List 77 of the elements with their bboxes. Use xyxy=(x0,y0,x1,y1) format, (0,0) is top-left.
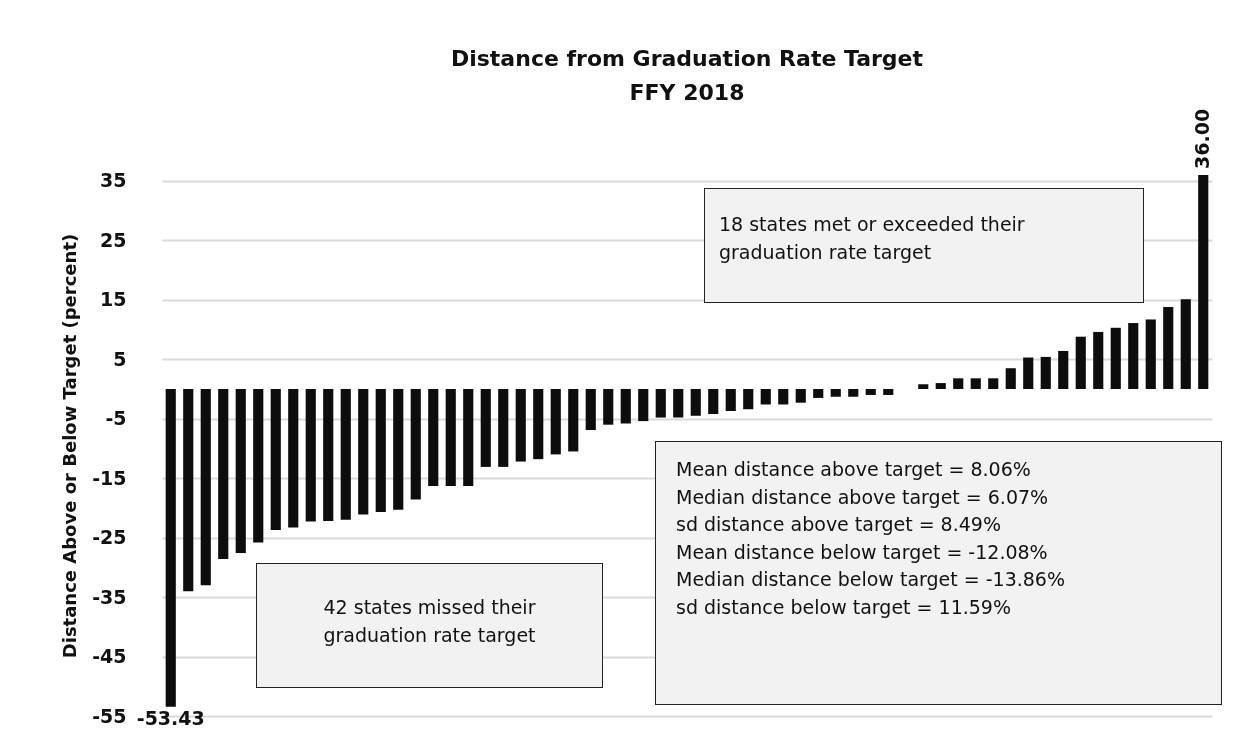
bar xyxy=(970,378,981,390)
text-box: Mean distance above target = 8.06% Median distance above target = 6.07% sd distance above target = 8.49% Mean distance below target = -12.08% Median distance below target = -13.86% sd distance below target = 11.59% xyxy=(655,441,1222,705)
bar xyxy=(795,389,806,403)
text-box: 18 states met or exceeded their graduation rate target xyxy=(704,188,1144,303)
bar xyxy=(865,389,876,395)
bar xyxy=(270,389,281,530)
y-tick-label: -25 xyxy=(92,526,127,549)
bar xyxy=(410,389,421,500)
y-tick-label: 35 xyxy=(100,169,127,192)
bar xyxy=(463,389,474,486)
bar xyxy=(1023,357,1034,390)
y-tick-label: -5 xyxy=(105,407,127,430)
y-axis-title: Distance Above or Below Target (percent) xyxy=(59,233,81,659)
bar xyxy=(305,389,316,522)
text-box: 42 states missed their graduation rate target xyxy=(256,563,603,688)
bar xyxy=(918,384,929,390)
bar xyxy=(830,389,841,397)
bar xyxy=(165,389,176,707)
bar xyxy=(655,389,666,418)
bar xyxy=(358,389,369,515)
bar xyxy=(778,389,789,405)
bar xyxy=(883,389,894,395)
y-tick-label: -45 xyxy=(92,645,127,668)
bar xyxy=(183,389,194,592)
bar xyxy=(673,389,684,418)
bar xyxy=(988,378,999,390)
chart-subtitle: FFY 2018 xyxy=(629,79,745,105)
bar xyxy=(708,389,719,414)
bar xyxy=(428,389,439,486)
bar xyxy=(848,389,859,397)
bar xyxy=(603,389,614,425)
data-label: -53.43 xyxy=(136,706,205,729)
bar xyxy=(743,389,754,410)
y-tick-label: 25 xyxy=(100,228,127,251)
bar xyxy=(340,389,351,520)
bar xyxy=(498,389,509,467)
bar xyxy=(200,389,211,586)
bar xyxy=(533,389,544,460)
bar xyxy=(1180,299,1191,390)
bar xyxy=(1163,306,1174,390)
bar xyxy=(585,389,596,431)
bar xyxy=(568,389,579,452)
bar xyxy=(935,383,946,390)
bar xyxy=(953,378,964,390)
y-tick-label: -55 xyxy=(92,704,127,727)
bar xyxy=(288,389,299,528)
bar xyxy=(1145,319,1156,390)
bar xyxy=(620,389,631,424)
y-tick-label: 5 xyxy=(113,347,127,370)
bar xyxy=(1075,336,1086,390)
bar xyxy=(725,389,736,412)
y-tick-label: -35 xyxy=(92,585,127,608)
bar xyxy=(1040,356,1051,390)
y-tick-label: 15 xyxy=(100,288,127,311)
bar xyxy=(393,389,404,510)
bar xyxy=(690,389,701,416)
y-tick-label: -15 xyxy=(92,466,127,489)
bar xyxy=(1128,323,1139,390)
bar xyxy=(1093,331,1104,390)
chart-title: Distance from Graduation Rate Target xyxy=(450,45,924,71)
bar xyxy=(235,389,246,554)
bar xyxy=(218,389,229,560)
bar xyxy=(1198,175,1209,390)
bar xyxy=(550,389,561,455)
bar xyxy=(1110,327,1121,390)
bar xyxy=(1058,350,1069,390)
bar xyxy=(323,389,334,521)
data-label: 36.00 xyxy=(1191,108,1214,169)
bar xyxy=(813,389,824,398)
bar xyxy=(1005,368,1016,390)
bar xyxy=(445,389,456,486)
bar xyxy=(515,389,526,462)
bar xyxy=(760,389,771,405)
bar xyxy=(480,389,491,467)
bar xyxy=(375,389,386,513)
bar xyxy=(638,389,649,422)
bar xyxy=(253,389,264,543)
